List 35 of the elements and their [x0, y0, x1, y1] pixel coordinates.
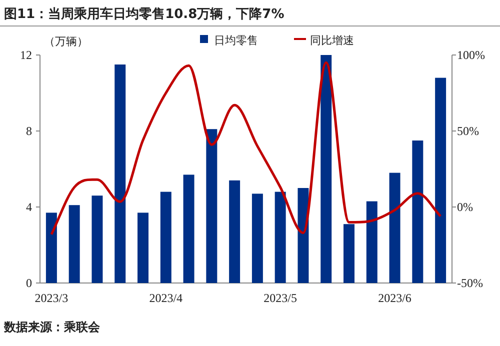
bar: [138, 212, 148, 283]
x-tick-label: 2023/5: [264, 291, 298, 305]
bar: [160, 192, 172, 283]
x-tick-label: 2023/4: [149, 291, 183, 305]
y2-tick-label: 100%: [457, 48, 485, 62]
bar: [412, 140, 424, 283]
chart-title: 图11：当周乘用车日均零售10.8万辆，下降7%: [4, 6, 284, 22]
y-tick-label: 8: [26, 124, 32, 138]
x-tick-label: 2023/3: [34, 291, 68, 305]
y-axis-title: （万辆）: [44, 35, 88, 48]
bar: [183, 174, 194, 283]
bar: [46, 212, 57, 283]
source-note: 数据来源：乘联会: [3, 320, 101, 334]
bar: [229, 180, 240, 283]
y-tick-label: 4: [26, 200, 32, 214]
x-tick-label: 2023/6: [378, 291, 412, 305]
bar: [366, 201, 378, 283]
bar: [92, 196, 103, 283]
legend-label: 日均零售: [214, 34, 258, 47]
y-tick-label: 12: [20, 48, 32, 62]
bar: [206, 129, 218, 283]
y-tick-label: 0: [26, 276, 32, 290]
bar: [344, 224, 354, 283]
y2-tick-label: 50%: [457, 124, 479, 138]
bar: [389, 172, 400, 283]
bar: [274, 192, 286, 283]
y2-tick-label: 0%: [457, 200, 473, 214]
bar: [68, 205, 80, 283]
bar: [114, 64, 126, 283]
bar: [320, 55, 332, 283]
y2-tick-label: -50%: [457, 276, 483, 290]
bar: [298, 188, 309, 283]
bar: [252, 194, 263, 283]
legend-label: 同比增速: [310, 34, 354, 47]
bar: [435, 78, 446, 283]
